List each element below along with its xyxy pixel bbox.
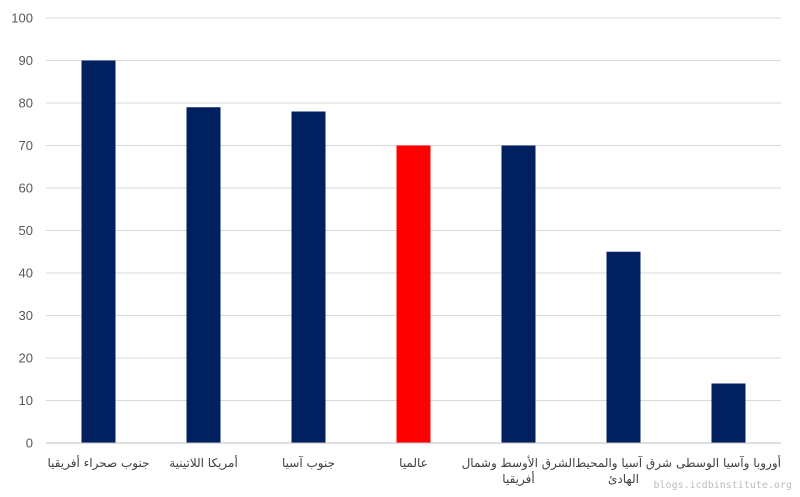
- category-label-3: جنوب آسيا: [282, 455, 335, 471]
- y-tick-label-40: 40: [19, 266, 33, 281]
- bar-4: [396, 145, 431, 443]
- bar-6: [606, 251, 641, 443]
- y-tick-label-60: 60: [19, 181, 33, 196]
- category-label-2: أمريكا اللاتينية: [169, 455, 238, 471]
- y-tick-label-90: 90: [19, 53, 33, 68]
- bar-3: [291, 111, 326, 443]
- y-tick-label-30: 30: [19, 308, 33, 323]
- y-tick-label-80: 80: [19, 96, 33, 111]
- bar-5: [501, 145, 536, 443]
- y-tick-label-10: 10: [19, 393, 33, 408]
- bar-1: [81, 60, 116, 443]
- x-axis-category-labels: جنوب صحراء أفريقيا أمريكا اللاتينية جنوب آ…: [47, 455, 780, 487]
- category-label-7: أوروبا وآسيا الوسطى: [676, 455, 781, 471]
- y-tick-label-50: 50: [19, 223, 33, 238]
- category-label-5-line-1: الشرق الأوسط وشمال: [462, 455, 576, 471]
- bars: [81, 60, 746, 443]
- category-label-5-line-2: أفريقيا: [502, 471, 534, 487]
- y-axis-tick-labels: 0 10 20 30 40 50 60 70 80 90 100: [11, 11, 33, 451]
- y-tick-label-70: 70: [19, 138, 33, 153]
- y-tick-label-100: 100: [11, 11, 33, 26]
- category-label-4: عالميا: [399, 456, 428, 470]
- bar-7: [711, 383, 746, 443]
- watermark: blogs.icdbinstitute.org: [654, 480, 792, 491]
- y-tick-label-0: 0: [26, 436, 33, 451]
- category-label-1: جنوب صحراء أفريقيا: [47, 455, 149, 471]
- bar-2: [186, 107, 221, 443]
- category-label-6-line-1: شرق آسيا والمحيط: [575, 455, 672, 471]
- category-label-6-line-2: الهادئ: [608, 472, 639, 486]
- y-tick-label-20: 20: [19, 351, 33, 366]
